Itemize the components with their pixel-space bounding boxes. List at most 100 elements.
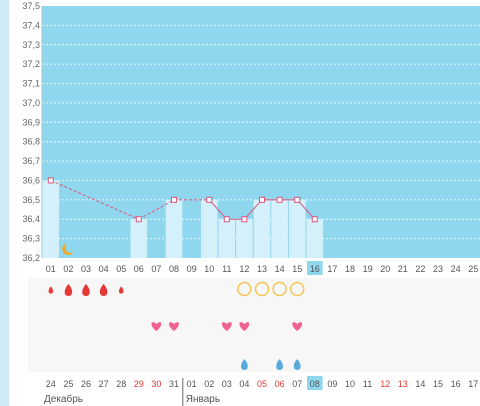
bleeding-drop-icon-05 [118, 286, 124, 294]
month-label-1: Январь [186, 394, 220, 405]
temperature-bar-10 [200, 199, 218, 258]
temperature-segment-01-06 [50, 180, 140, 220]
date-15-08: 08 [310, 379, 320, 389]
temperature-bar-01 [42, 180, 60, 258]
y-tick-36,5: 36,5 [22, 195, 40, 205]
current-date-highlight [307, 376, 323, 390]
cycle-day-13: 13 [257, 264, 267, 274]
symbol-area [28, 278, 480, 372]
date-16-09: 09 [327, 379, 337, 389]
y-tick-36,9: 36,9 [22, 117, 40, 127]
drop-icon-12 [241, 359, 248, 370]
date-22-15: 15 [433, 379, 443, 389]
y-tick-37,2: 37,2 [22, 59, 40, 69]
cycle-day-05: 05 [116, 264, 126, 274]
cycle-day-14: 14 [275, 264, 285, 274]
circle-icon-13 [254, 281, 270, 297]
date-12-05: 05 [257, 379, 267, 389]
temperature-segment-12-13 [244, 199, 263, 220]
heart-icon-15 [292, 322, 303, 331]
cycle-day-06: 06 [134, 264, 144, 274]
cycle-day-22: 22 [415, 264, 425, 274]
temperature-point-01 [47, 177, 54, 184]
cycle-day-23: 23 [433, 264, 443, 274]
date-1-25: 25 [63, 379, 73, 389]
left-edge-stripe [0, 0, 9, 406]
temperature-point-15 [294, 196, 301, 203]
cycle-day-08: 08 [169, 264, 179, 274]
heart-icon-07 [151, 322, 162, 331]
date-10-03: 03 [222, 379, 232, 389]
temperature-bar-16 [306, 219, 324, 258]
date-23-16: 16 [451, 379, 461, 389]
date-3-27: 27 [99, 379, 109, 389]
cycle-day-21: 21 [398, 264, 408, 274]
y-tick-37,3: 37,3 [22, 40, 40, 50]
temperature-bar-14 [271, 199, 288, 258]
heart-icon-12 [239, 322, 250, 331]
cycle-day-09: 09 [187, 264, 197, 274]
temperature-point-06 [135, 216, 142, 223]
drop-icon-15 [293, 359, 301, 370]
date-20-13: 13 [398, 379, 408, 389]
cycle-day-19: 19 [363, 264, 373, 274]
cycle-day-18: 18 [345, 264, 355, 274]
temperature-point-12 [241, 216, 248, 223]
temperature-segment-15-16 [296, 199, 316, 220]
temperature-segment-06-08 [138, 199, 175, 220]
date-0-24: 24 [46, 379, 56, 389]
date-4-28: 28 [116, 379, 126, 389]
cycle-day-12: 12 [239, 264, 249, 274]
y-tick-36,4: 36,4 [22, 214, 40, 224]
cycle-day-01: 01 [46, 264, 56, 274]
date-6-30: 30 [151, 379, 161, 389]
cycle-day-04: 04 [99, 264, 109, 274]
moon-icon-02 [62, 243, 74, 255]
temperature-bar-06 [130, 219, 148, 258]
current-cycle-day-highlight [307, 261, 323, 275]
y-tick-36,8: 36,8 [22, 137, 40, 147]
temperature-point-16 [311, 216, 318, 223]
month-label-0: Декабрь [44, 393, 83, 405]
date-9-02: 02 [204, 379, 214, 389]
cycle-day-03: 03 [81, 264, 91, 274]
date-11-04: 04 [239, 379, 249, 389]
temperature-point-08 [171, 196, 177, 203]
circle-icon-14 [272, 281, 287, 297]
y-tick-37,5: 37,5 [22, 1, 40, 11]
date-17-10: 10 [345, 379, 355, 389]
temperature-bar-08 [165, 199, 183, 258]
date-8-01: 01 [187, 379, 197, 389]
drop-icon-14 [276, 359, 283, 370]
temperature-bar-13 [253, 199, 271, 258]
cycle-day-15: 15 [292, 264, 302, 274]
y-tick-36,2: 36,2 [22, 253, 40, 263]
temperature-bar-12 [236, 219, 253, 258]
y-tick-37,4: 37,4 [22, 20, 40, 30]
bleeding-drop-icon-02 [64, 284, 73, 296]
date-21-14: 14 [415, 379, 425, 389]
date-13-06: 06 [275, 379, 285, 389]
date-5-29: 29 [134, 379, 144, 389]
temperature-point-14 [276, 196, 283, 203]
temperature-point-11 [223, 216, 230, 223]
circle-icon-12 [237, 281, 252, 297]
temperature-point-13 [259, 196, 265, 203]
bleeding-drop-icon-04 [99, 284, 108, 296]
cycle-day-25: 25 [468, 264, 478, 274]
cycle-day-16: 16 [310, 264, 320, 274]
y-tick-36,7: 36,7 [22, 156, 40, 166]
date-14-07: 07 [292, 379, 302, 389]
bleeding-drop-icon-03 [82, 284, 90, 296]
cycle-day-02: 02 [63, 264, 73, 274]
date-19-12: 12 [380, 379, 390, 389]
y-tick-37,1: 37,1 [22, 79, 40, 89]
cycle-day-10: 10 [204, 264, 214, 274]
temperature-point-10 [206, 196, 213, 203]
y-tick-36,3: 36,3 [22, 234, 40, 244]
temperature-segment-10-11 [208, 199, 228, 220]
bleeding-drop-icon-01 [48, 286, 54, 294]
cycle-day-07: 07 [151, 264, 161, 274]
